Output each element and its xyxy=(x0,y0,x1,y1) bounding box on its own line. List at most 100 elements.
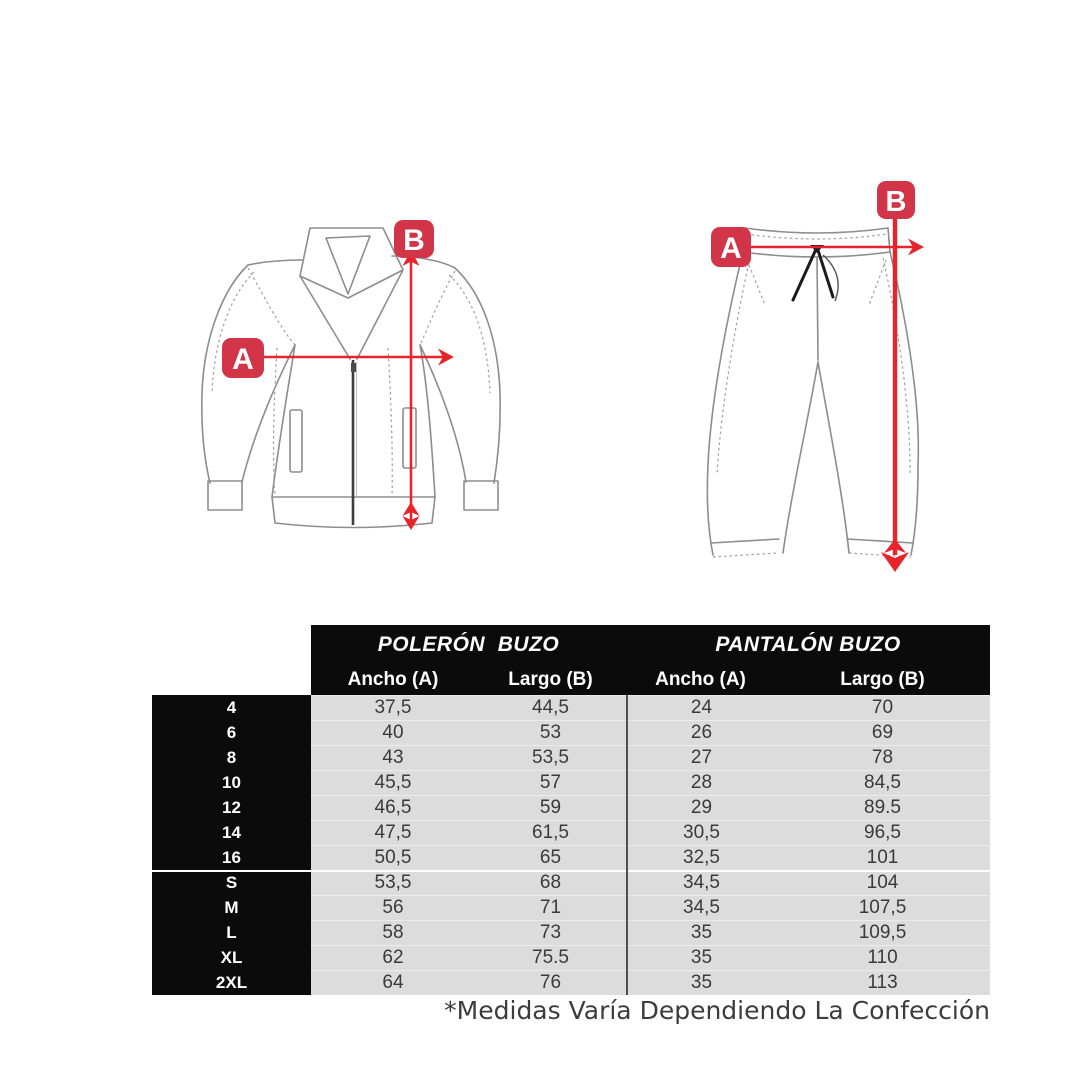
value-cell-pantalon-largo: 109,5 xyxy=(775,920,990,945)
size-cell: 4 xyxy=(152,695,311,720)
value-cell-pantalon-largo: 113 xyxy=(775,970,990,995)
table-row: 4 37,5 44,5 24 70 xyxy=(152,695,990,720)
jacket-line-art xyxy=(201,227,501,529)
garment-group-row: POLERÓN BUZO PANTALÓN BUZO xyxy=(311,625,990,665)
value-cell-poleron-largo: 76 xyxy=(475,970,626,995)
value-cell-pantalon-ancho: 32,5 xyxy=(626,845,775,870)
value-cell-pantalon-ancho: 34,5 xyxy=(626,870,775,895)
value-cell-pantalon-largo: 101 xyxy=(775,845,990,870)
value-cell-poleron-largo: 71 xyxy=(475,895,626,920)
value-cell-poleron-largo: 53 xyxy=(475,720,626,745)
pants-illustration: A B xyxy=(706,181,924,572)
arrow-right-icon xyxy=(908,238,924,256)
value-cell-pantalon-ancho: 35 xyxy=(626,945,775,970)
value-cell-poleron-largo: 53,5 xyxy=(475,745,626,770)
value-cell-poleron-ancho: 50,5 xyxy=(311,845,475,870)
group-header-poleron: POLERÓN BUZO xyxy=(377,633,560,656)
table-row: 2XL 64 76 35 113 xyxy=(152,970,990,995)
value-cell-pantalon-ancho: 26 xyxy=(626,720,775,745)
value-cell-pantalon-largo: 70 xyxy=(775,695,990,720)
value-cell-poleron-largo: 61,5 xyxy=(475,820,626,845)
value-cell-poleron-ancho: 43 xyxy=(311,745,475,770)
pants-width-measure-line xyxy=(751,238,924,256)
value-cell-pantalon-largo: 96,5 xyxy=(775,820,990,845)
arrow-up-icon xyxy=(402,502,420,516)
pants-length-badge: B xyxy=(877,181,915,219)
jacket-illustration: A B xyxy=(201,220,501,530)
jacket-width-badge: A xyxy=(222,338,264,378)
value-cell-poleron-ancho: 56 xyxy=(311,895,475,920)
jacket-width-label: A xyxy=(232,343,254,376)
table-row: 6 40 53 26 69 xyxy=(152,720,990,745)
size-cell: 8 xyxy=(152,745,311,770)
arrow-down-icon xyxy=(881,552,909,572)
column-header-pantalon-ancho: Ancho (A) xyxy=(655,669,746,690)
size-cell: XL xyxy=(152,945,311,970)
value-cell-pantalon-largo: 107,5 xyxy=(775,895,990,920)
value-cell-pantalon-largo: 69 xyxy=(775,720,990,745)
table-row: XL 62 75.5 35 110 xyxy=(152,945,990,970)
size-table: POLERÓN BUZO PANTALÓN BUZO Ancho (A) Lar… xyxy=(152,625,990,995)
size-cell: 10 xyxy=(152,770,311,795)
column-header-pantalon-largo: Largo (B) xyxy=(840,669,925,690)
value-cell-poleron-ancho: 37,5 xyxy=(311,695,475,720)
size-cell: M xyxy=(152,895,311,920)
value-cell-poleron-ancho: 45,5 xyxy=(311,770,475,795)
value-cell-pantalon-ancho: 35 xyxy=(626,920,775,945)
arrow-right-icon xyxy=(438,348,454,366)
value-cell-pantalon-largo: 84,5 xyxy=(775,770,990,795)
value-cell-poleron-ancho: 64 xyxy=(311,970,475,995)
value-cell-poleron-ancho: 46,5 xyxy=(311,795,475,820)
footnote: *Medidas Varía Dependiendo La Confección xyxy=(444,996,990,1025)
table-row: 8 43 53,5 27 78 xyxy=(152,745,990,770)
size-cell: 14 xyxy=(152,820,311,845)
value-cell-pantalon-ancho: 35 xyxy=(626,970,775,995)
value-cell-poleron-largo: 68 xyxy=(475,870,626,895)
table-row: L 58 73 35 109,5 xyxy=(152,920,990,945)
column-header-poleron-ancho: Ancho (A) xyxy=(347,669,439,690)
size-cell: S xyxy=(152,870,311,895)
jacket-length-measure-line xyxy=(402,250,420,530)
value-cell-pantalon-largo: 89.5 xyxy=(775,795,990,820)
size-cell: L xyxy=(152,920,311,945)
table-row: 16 50,5 65 32,5 101 xyxy=(152,845,990,870)
value-cell-poleron-largo: 65 xyxy=(475,845,626,870)
value-cell-poleron-ancho: 53,5 xyxy=(311,870,475,895)
jacket-length-badge: B xyxy=(394,220,434,258)
value-cell-pantalon-ancho: 24 xyxy=(626,695,775,720)
value-cell-pantalon-largo: 110 xyxy=(775,945,990,970)
value-cell-pantalon-ancho: 30,5 xyxy=(626,820,775,845)
size-cell: 6 xyxy=(152,720,311,745)
jacket-width-measure-line xyxy=(264,348,454,366)
pants-length-measure-line xyxy=(881,219,909,572)
arrow-down-icon xyxy=(402,516,420,530)
value-cell-pantalon-ancho: 29 xyxy=(626,795,775,820)
group-header-pantalon: PANTALÓN BUZO xyxy=(715,633,901,656)
value-cell-poleron-ancho: 62 xyxy=(311,945,475,970)
table-row: 14 47,5 61,5 30,5 96,5 xyxy=(152,820,990,845)
pants-width-badge: A xyxy=(711,227,751,267)
table-row: 12 46,5 59 29 89.5 xyxy=(152,795,990,820)
value-cell-poleron-ancho: 58 xyxy=(311,920,475,945)
size-table-header: POLERÓN BUZO PANTALÓN BUZO Ancho (A) Lar… xyxy=(311,625,990,695)
value-cell-pantalon-ancho: 27 xyxy=(626,745,775,770)
value-cell-poleron-largo: 57 xyxy=(475,770,626,795)
column-header-poleron-largo: Largo (B) xyxy=(508,669,593,690)
value-cell-poleron-largo: 59 xyxy=(475,795,626,820)
value-cell-poleron-largo: 75.5 xyxy=(475,945,626,970)
size-table-body: 4 37,5 44,5 24 70 6 40 53 26 69 8 43 53,… xyxy=(152,695,990,995)
value-cell-poleron-ancho: 40 xyxy=(311,720,475,745)
value-cell-pantalon-ancho: 28 xyxy=(626,770,775,795)
column-header-row: Ancho (A) Largo (B) Ancho (A) Largo (B) xyxy=(311,665,990,695)
pants-width-label: A xyxy=(720,232,742,265)
value-cell-poleron-largo: 73 xyxy=(475,920,626,945)
arrow-up-icon xyxy=(884,539,906,553)
value-cell-poleron-ancho: 47,5 xyxy=(311,820,475,845)
table-row: M 56 71 34,5 107,5 xyxy=(152,895,990,920)
value-cell-pantalon-largo: 78 xyxy=(775,745,990,770)
size-cell: 2XL xyxy=(152,970,311,995)
table-row: S 53,5 68 34,5 104 xyxy=(152,870,990,895)
size-cell: 12 xyxy=(152,795,311,820)
jacket-length-label: B xyxy=(403,224,425,257)
